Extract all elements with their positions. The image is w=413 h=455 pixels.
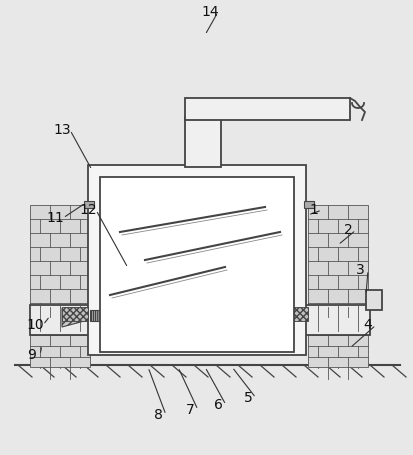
- Polygon shape: [62, 308, 88, 327]
- Text: 12: 12: [79, 203, 97, 217]
- Bar: [88, 165, 305, 355]
- Polygon shape: [282, 308, 307, 321]
- Bar: [303, 201, 313, 208]
- Text: 2: 2: [343, 223, 351, 237]
- Text: 1: 1: [309, 203, 318, 217]
- Bar: [185, 98, 349, 120]
- Bar: [84, 201, 94, 208]
- Text: 10: 10: [26, 318, 44, 332]
- Bar: [365, 290, 381, 310]
- Text: 7: 7: [185, 403, 194, 417]
- Bar: [30, 205, 90, 307]
- Bar: [282, 307, 307, 321]
- Bar: [30, 305, 369, 335]
- Text: 3: 3: [355, 263, 363, 277]
- Bar: [307, 205, 367, 307]
- Text: 5: 5: [243, 391, 252, 405]
- Text: 6: 6: [213, 398, 222, 412]
- Bar: [185, 117, 221, 167]
- Text: 8: 8: [153, 408, 162, 422]
- Text: 4: 4: [363, 318, 371, 332]
- Text: 11: 11: [46, 211, 64, 225]
- Bar: [307, 335, 367, 367]
- Bar: [30, 335, 90, 367]
- Bar: [62, 307, 88, 321]
- Bar: [100, 177, 293, 352]
- Bar: [90, 310, 282, 321]
- Text: 13: 13: [53, 123, 71, 137]
- Text: 9: 9: [28, 348, 36, 362]
- Text: 14: 14: [201, 5, 218, 19]
